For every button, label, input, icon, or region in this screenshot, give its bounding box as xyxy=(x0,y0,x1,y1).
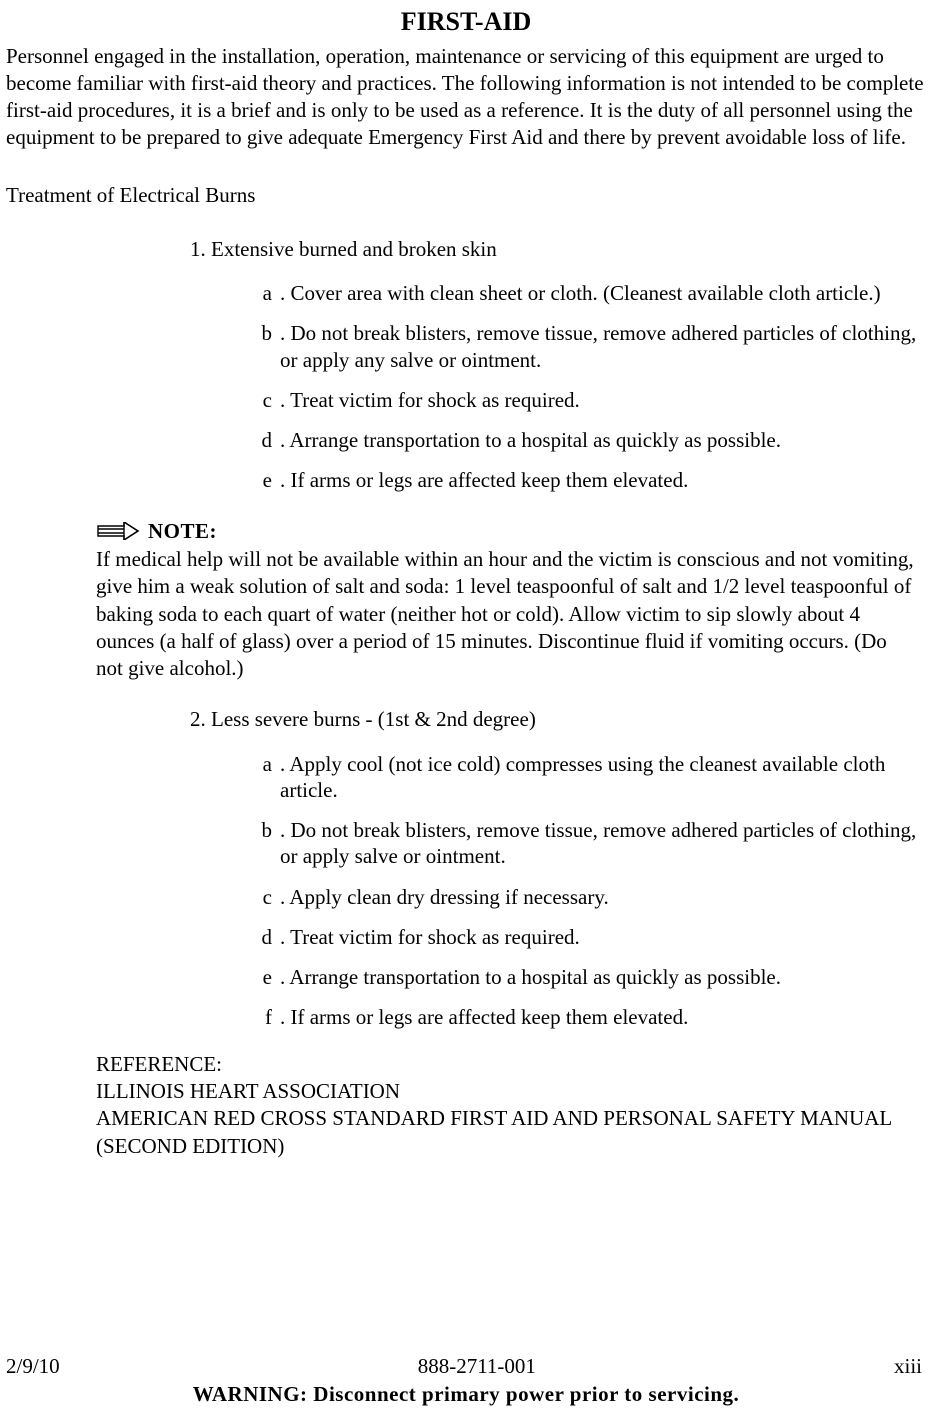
letter-marker: d xyxy=(254,924,272,950)
letter-text: . Do not break blisters, remove tissue, … xyxy=(280,321,916,371)
reference-block: REFERENCE: ILLINOIS HEART ASSOCIATION AM… xyxy=(96,1051,922,1160)
letter-marker: b xyxy=(254,320,272,346)
lettered-item-2d: d . Treat victim for shock as required. xyxy=(254,924,922,950)
lettered-item-1c: c . Treat victim for shock as required. xyxy=(254,387,922,413)
lettered-item-2f: f . If arms or legs are affected keep the… xyxy=(254,1004,922,1030)
letter-text: . Apply clean dry dressing if necessary. xyxy=(280,885,609,909)
letter-text: . If arms or legs are affected keep them… xyxy=(280,468,688,492)
lettered-item-2a: a . Apply cool (not ice cold) compresses … xyxy=(254,751,922,804)
letter-marker: a xyxy=(254,751,272,777)
letter-text: . Arrange transportation to a hospital a… xyxy=(280,965,781,989)
footer-pagenum: xiii xyxy=(894,1353,922,1379)
section-heading: Treatment of Electrical Burns xyxy=(6,182,932,208)
footer-date: 2/9/10 xyxy=(6,1353,60,1379)
letter-marker: b xyxy=(254,817,272,843)
letter-text: . If arms or legs are affected keep them… xyxy=(280,1005,688,1029)
lettered-item-2c: c . Apply clean dry dressing if necessary… xyxy=(254,884,922,910)
letter-text: . Cover area with clean sheet or cloth. … xyxy=(280,281,881,305)
item-heading-2: . Less severe burns - (1st & 2nd degree) xyxy=(201,707,536,731)
lettered-item-1a: a . Cover area with clean sheet or cloth.… xyxy=(254,280,922,306)
footer-warning: WARNING: Disconnect primary power prior … xyxy=(0,1381,932,1407)
note-label: NOTE: xyxy=(148,518,217,544)
lettered-item-1b: b . Do not break blisters, remove tissue,… xyxy=(254,320,922,373)
lettered-item-1d: d . Arrange transportation to a hospital … xyxy=(254,427,922,453)
arrow-right-icon xyxy=(96,522,140,540)
numbered-list-2: 2. Less severe burns - (1st & 2nd degree… xyxy=(190,706,922,1030)
lettered-list-2: a . Apply cool (not ice cold) compresses … xyxy=(254,751,922,1031)
lettered-item-1e: e . If arms or legs are affected keep the… xyxy=(254,467,922,493)
numbered-item-1: 1. Extensive burned and broken skin a . C… xyxy=(190,236,922,494)
numbered-list-1: 1. Extensive burned and broken skin a . C… xyxy=(190,236,922,494)
letter-text: . Treat victim for shock as required. xyxy=(280,925,580,949)
item-heading-1: . Extensive burned and broken skin xyxy=(201,237,497,261)
letter-text: . Apply cool (not ice cold) compresses u… xyxy=(280,752,885,802)
letter-marker: d xyxy=(254,427,272,453)
numbered-item-2: 2. Less severe burns - (1st & 2nd degree… xyxy=(190,706,922,1030)
letter-marker: a xyxy=(254,280,272,306)
lettered-list-1: a . Cover area with clean sheet or cloth.… xyxy=(254,280,922,494)
footer-docnum: 888-2711-001 xyxy=(418,1353,536,1379)
footer-row: 2/9/10 888-2711-001 xiii xyxy=(0,1353,932,1381)
reference-line-2: AMERICAN RED CROSS STANDARD FIRST AID AN… xyxy=(96,1105,922,1160)
note-text: If medical help will not be available wi… xyxy=(96,546,914,682)
intro-paragraph: Personnel engaged in the installation, o… xyxy=(6,43,926,152)
letter-text: . Do not break blisters, remove tissue, … xyxy=(280,818,916,868)
reference-heading: REFERENCE: xyxy=(96,1051,922,1078)
letter-text: . Treat victim for shock as required. xyxy=(280,388,580,412)
item-number-1: 1 xyxy=(190,236,201,262)
lettered-item-2b: b . Do not break blisters, remove tissue,… xyxy=(254,817,922,870)
letter-text: . Arrange transportation to a hospital a… xyxy=(280,428,781,452)
page-footer: 2/9/10 888-2711-001 xiii WARNING: Discon… xyxy=(0,1353,932,1408)
letter-marker: e xyxy=(254,964,272,990)
page-title: FIRST-AID xyxy=(0,6,932,39)
letter-marker: c xyxy=(254,884,272,910)
note-header: NOTE: xyxy=(96,518,914,544)
item-number-2: 2 xyxy=(190,706,201,732)
letter-marker: f xyxy=(254,1004,272,1030)
reference-line-1: ILLINOIS HEART ASSOCIATION xyxy=(96,1078,922,1105)
lettered-item-2e: e . Arrange transportation to a hospital … xyxy=(254,964,922,990)
note-block: NOTE: If medical help will not be availa… xyxy=(96,518,914,683)
letter-marker: e xyxy=(254,467,272,493)
letter-marker: c xyxy=(254,387,272,413)
